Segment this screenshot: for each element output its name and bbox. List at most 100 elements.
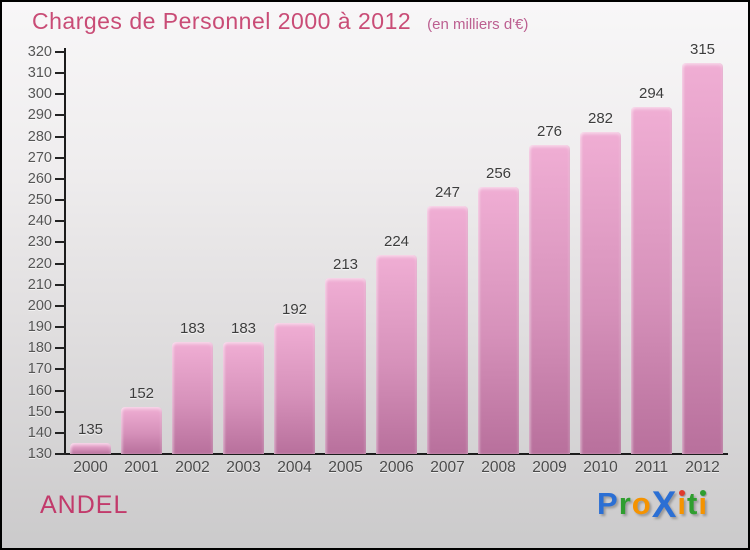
bar-value-label: 282 — [587, 110, 614, 128]
x-tick-label: 2008 — [481, 459, 516, 476]
bar-value-label: 276 — [536, 123, 563, 141]
y-tick-mark — [55, 326, 66, 329]
logo-letter: o — [631, 486, 652, 521]
logo-letter: r — [618, 486, 632, 521]
proxiti-logo: ProXı tı — [597, 484, 708, 526]
logo-letter-dot — [700, 490, 707, 496]
y-tick-label: 300 — [27, 86, 52, 103]
bar-slot: 276 — [524, 52, 575, 454]
bar-slot: 282 — [575, 52, 626, 454]
y-tick-label: 240 — [27, 213, 52, 230]
bar-value-label: 192 — [281, 300, 308, 318]
x-tick-label: 2001 — [124, 459, 159, 476]
y-tick-mark — [55, 283, 66, 286]
x-tick-label: 2000 — [73, 459, 108, 476]
x-axis-line — [58, 453, 728, 455]
bar-slot: 183 — [218, 52, 269, 454]
logo-letter: P — [597, 486, 619, 521]
x-tick-label: 2004 — [277, 459, 312, 476]
y-tick-mark — [55, 389, 66, 392]
y-tick-label: 140 — [27, 424, 52, 441]
y-axis-line — [64, 48, 66, 455]
y-tick-label: 210 — [27, 276, 52, 293]
x-tick-label: 2005 — [328, 459, 363, 476]
x-axis-labels: 2000 2001 2002 2003 2004 2005 2006 2007 2008 2009… — [65, 459, 728, 477]
bar-value-label: 256 — [485, 165, 512, 183]
y-tick-label: 320 — [27, 44, 52, 60]
logo-letter: X — [651, 484, 678, 525]
bar — [681, 62, 724, 454]
bar — [222, 341, 265, 454]
x-tick-label: 2006 — [379, 459, 414, 476]
y-tick-label: 180 — [27, 340, 52, 357]
org-name: ANDEL — [40, 491, 129, 519]
bar-slot: 315 — [677, 41, 728, 454]
x-tick-label: 2009 — [532, 459, 567, 476]
bar — [171, 341, 214, 454]
logo-letter: ı — [677, 486, 688, 521]
x-tick-label: 2011 — [634, 459, 669, 476]
y-tick-mark — [55, 410, 66, 413]
y-tick-mark — [55, 156, 66, 159]
y-tick-label: 200 — [27, 297, 52, 314]
y-tick-mark — [55, 304, 66, 307]
y-tick-label: 270 — [27, 149, 52, 166]
chart-subtitle: (en milliers d'€) — [427, 16, 529, 33]
bar-slot: 213 — [320, 52, 371, 454]
y-tick-mark — [55, 93, 66, 96]
y-tick-label: 160 — [27, 382, 52, 399]
y-tick-label: 250 — [27, 192, 52, 209]
x-tick-label: 2007 — [430, 459, 465, 476]
bar-slot: 256 — [473, 52, 524, 454]
bar-slot: 135 — [65, 52, 116, 454]
y-tick-mark — [55, 114, 66, 117]
y-tick-label: 190 — [27, 319, 52, 336]
logo-letter-dot — [679, 490, 686, 496]
bar-value-label: 183 — [230, 319, 257, 337]
y-axis-labels: 320 310 300 290 280 270 260 250 240 230 220 210 200 1… — [2, 44, 52, 462]
y-tick-label: 290 — [27, 107, 52, 124]
y-tick-label: 310 — [27, 65, 52, 82]
bar-slot: 152 — [116, 52, 167, 454]
y-tick-label: 150 — [27, 403, 52, 420]
x-tick-label: 2012 — [685, 459, 720, 476]
bar — [426, 206, 469, 454]
y-tick-mark — [55, 368, 66, 371]
bar-value-label: 152 — [128, 385, 155, 403]
y-tick-mark — [55, 347, 66, 350]
bar — [69, 443, 112, 454]
bar — [324, 278, 367, 454]
bar — [273, 322, 316, 454]
y-tick-mark — [55, 51, 66, 53]
logo-letter: ı — [698, 486, 708, 521]
bars-row: 135 152 183 183 192 213 224 247 256 276 282 294 315 — [65, 41, 728, 454]
bar — [630, 107, 673, 454]
bar-slot: 183 — [167, 52, 218, 454]
bar-slot: 294 — [626, 52, 677, 454]
bar-slot: 247 — [422, 52, 473, 454]
bar-value-label: 213 — [332, 256, 359, 274]
y-tick-mark — [55, 453, 66, 455]
y-tick-mark — [55, 262, 66, 265]
chart-title: Charges de Personnel 2000 à 2012 — [32, 8, 412, 34]
y-tick-mark — [55, 72, 66, 75]
bar-value-label: 224 — [383, 233, 410, 251]
bar-value-label: 135 — [77, 421, 104, 439]
y-tick-mark — [55, 431, 66, 434]
y-tick-mark — [55, 220, 66, 223]
bar — [477, 187, 520, 454]
y-tick-label: 280 — [27, 128, 52, 145]
x-tick-label: 2010 — [583, 459, 618, 476]
logo-letter: t — [687, 486, 699, 521]
y-tick-label: 220 — [27, 255, 52, 272]
y-tick-label: 230 — [27, 234, 52, 251]
bar-slot: 192 — [269, 52, 320, 454]
bar-value-label: 247 — [434, 184, 461, 202]
x-tick-label: 2003 — [226, 459, 261, 476]
bar — [528, 145, 571, 454]
bar-value-label: 294 — [638, 85, 665, 103]
bar — [120, 407, 163, 454]
y-tick-mark — [55, 177, 66, 180]
y-tick-mark — [55, 135, 66, 138]
chart-header: Charges de Personnel 2000 à 2012 (en mil… — [32, 8, 528, 35]
